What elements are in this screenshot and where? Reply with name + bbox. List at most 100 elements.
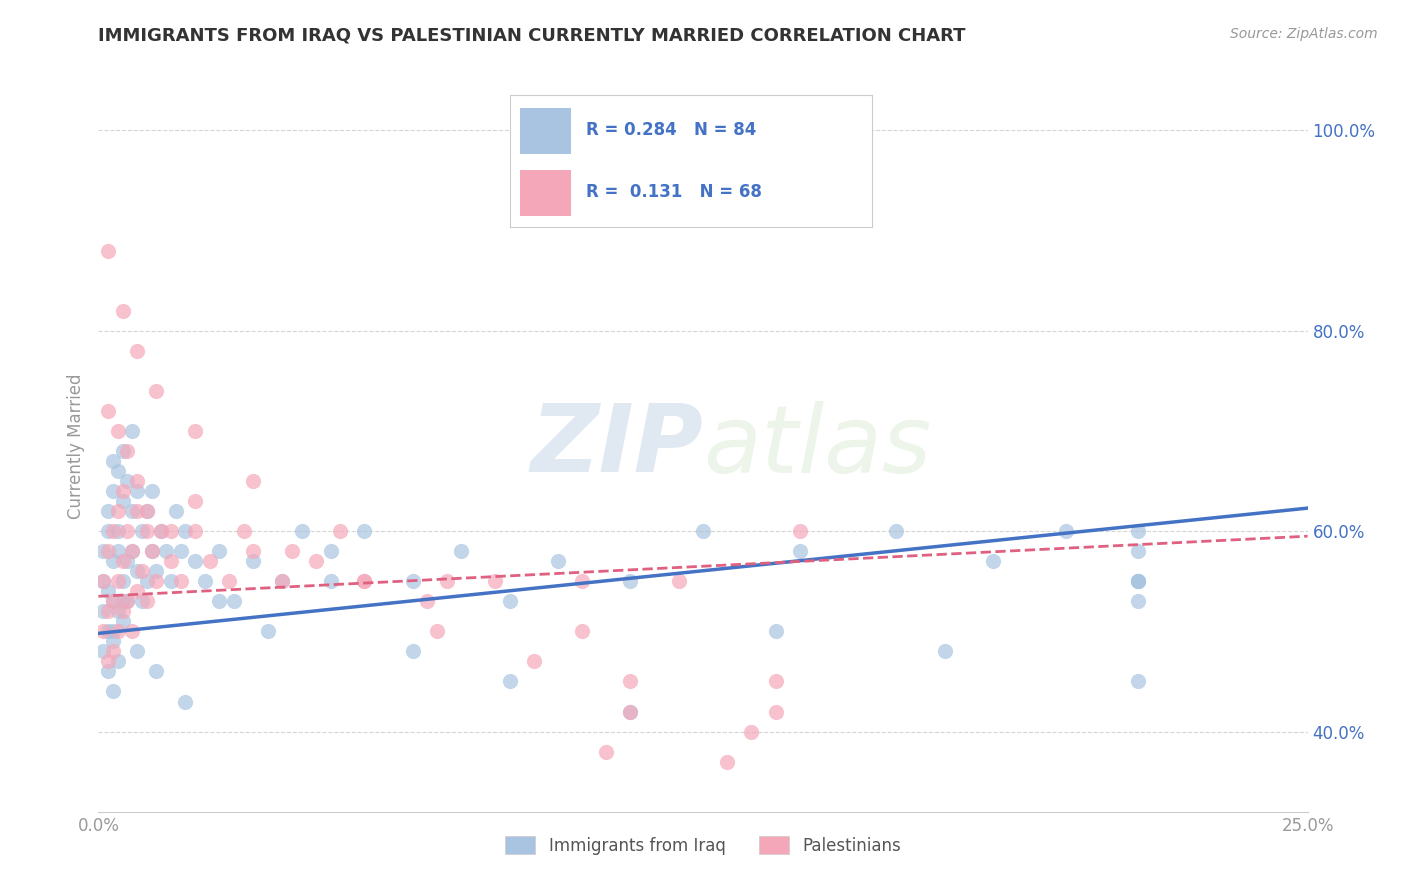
Point xyxy=(547,554,569,568)
Point xyxy=(135,504,157,518)
Text: atlas: atlas xyxy=(703,401,931,491)
Point xyxy=(145,564,167,578)
Point xyxy=(329,524,352,538)
Point xyxy=(121,544,143,558)
Point xyxy=(668,574,690,589)
Point xyxy=(97,504,120,518)
Point xyxy=(111,574,134,589)
Point xyxy=(101,554,124,568)
Point xyxy=(101,484,124,499)
Point xyxy=(121,544,143,558)
Point xyxy=(692,524,714,538)
Point xyxy=(169,544,191,558)
Point xyxy=(127,343,149,358)
Point xyxy=(107,574,129,589)
Point xyxy=(145,574,167,589)
Point xyxy=(789,524,811,538)
Point xyxy=(91,624,114,639)
Point xyxy=(740,724,762,739)
Point xyxy=(174,524,197,538)
Point xyxy=(127,584,149,599)
Point xyxy=(121,504,143,518)
Point xyxy=(1128,574,1150,589)
Point xyxy=(160,574,183,589)
Point xyxy=(91,644,114,658)
Point xyxy=(619,574,641,589)
Point xyxy=(165,504,187,518)
Point xyxy=(256,624,278,639)
Point xyxy=(886,524,908,538)
Point xyxy=(208,544,231,558)
Point xyxy=(117,444,139,458)
Point xyxy=(131,594,153,608)
Point xyxy=(107,544,129,558)
Point xyxy=(97,524,120,538)
Point xyxy=(135,574,157,589)
Point xyxy=(97,544,120,558)
Point xyxy=(934,644,956,658)
Point xyxy=(97,624,120,639)
Point xyxy=(141,544,163,558)
Point xyxy=(208,594,231,608)
Point xyxy=(242,554,264,568)
Point xyxy=(619,705,641,719)
Point xyxy=(1054,524,1077,538)
Point xyxy=(111,615,134,629)
Point xyxy=(111,444,134,458)
Point xyxy=(107,504,129,518)
Point xyxy=(117,594,139,608)
Point xyxy=(97,404,120,418)
Point xyxy=(107,655,129,669)
Point xyxy=(127,564,149,578)
Text: Source: ZipAtlas.com: Source: ZipAtlas.com xyxy=(1230,27,1378,41)
Point xyxy=(101,594,124,608)
Point xyxy=(242,544,264,558)
Point xyxy=(97,604,120,618)
Point xyxy=(107,524,129,538)
Point xyxy=(1128,594,1150,608)
Point xyxy=(523,655,546,669)
Point xyxy=(127,474,149,488)
Point xyxy=(97,655,120,669)
Point xyxy=(107,604,129,618)
Point xyxy=(319,544,342,558)
Y-axis label: Currently Married: Currently Married xyxy=(66,373,84,519)
Text: IMMIGRANTS FROM IRAQ VS PALESTINIAN CURRENTLY MARRIED CORRELATION CHART: IMMIGRANTS FROM IRAQ VS PALESTINIAN CURR… xyxy=(98,27,966,45)
Point xyxy=(97,665,120,679)
Point xyxy=(135,504,157,518)
Text: ZIP: ZIP xyxy=(530,400,703,492)
Point xyxy=(121,424,143,438)
Point xyxy=(402,574,425,589)
Point xyxy=(319,574,342,589)
Point xyxy=(305,554,328,568)
Point xyxy=(571,574,593,589)
Point xyxy=(218,574,240,589)
Point xyxy=(981,554,1004,568)
Point xyxy=(155,544,177,558)
Point xyxy=(150,524,173,538)
Point xyxy=(97,244,120,258)
Point xyxy=(1128,574,1150,589)
Point xyxy=(353,574,375,589)
Point xyxy=(242,474,264,488)
Point xyxy=(789,544,811,558)
Point xyxy=(127,504,149,518)
Point xyxy=(426,624,449,639)
Point xyxy=(765,705,787,719)
Point xyxy=(101,644,124,658)
Point xyxy=(107,464,129,478)
Point xyxy=(450,544,472,558)
Point xyxy=(150,524,173,538)
Point xyxy=(619,705,641,719)
Point xyxy=(141,484,163,499)
Point xyxy=(174,694,197,708)
Point xyxy=(1128,674,1150,689)
Point xyxy=(595,745,617,759)
Point xyxy=(127,484,149,499)
Point xyxy=(484,574,506,589)
Point xyxy=(101,524,124,538)
Point xyxy=(101,684,124,698)
Point xyxy=(117,594,139,608)
Point xyxy=(141,544,163,558)
Point xyxy=(101,454,124,468)
